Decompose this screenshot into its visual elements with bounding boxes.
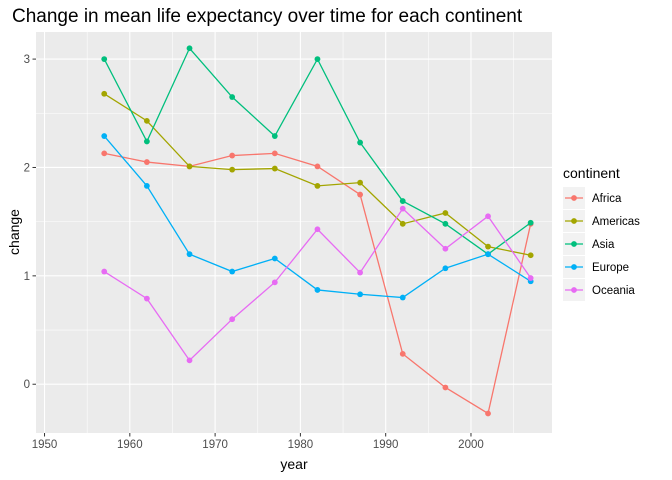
data-point-americas xyxy=(143,117,150,124)
legend-item-oceania: Oceania xyxy=(563,279,635,301)
series-layer xyxy=(101,45,534,417)
data-point-asia xyxy=(314,56,321,62)
data-point-oceania xyxy=(527,275,534,281)
legend-item-europe: Europe xyxy=(563,256,629,278)
data-point-americas xyxy=(357,179,363,186)
data-point-europe xyxy=(399,294,406,301)
data-point-asia xyxy=(186,45,193,52)
y-axis-title: change xyxy=(6,209,22,255)
data-point-oceania xyxy=(143,295,150,302)
data-point-asia xyxy=(399,198,406,204)
data-point-europe xyxy=(101,133,108,139)
data-point-africa xyxy=(485,410,491,417)
data-point-asia xyxy=(271,133,278,139)
data-point-asia xyxy=(357,139,363,146)
data-point-africa xyxy=(101,150,108,157)
data-point-europe xyxy=(357,291,363,298)
y-axis-ticks: 0 1 2 3 xyxy=(24,54,36,391)
data-point-americas xyxy=(442,210,449,216)
series-oceania xyxy=(101,205,534,364)
data-point-asia xyxy=(101,56,108,62)
legend-item-asia: Asia xyxy=(563,233,615,255)
legend-item-africa: Africa xyxy=(563,187,622,209)
data-point-americas xyxy=(186,163,193,170)
legend: continent Africa Americas Asia Europe Oceani… xyxy=(563,165,640,301)
legend-label-africa: Africa xyxy=(592,193,622,205)
data-point-europe xyxy=(485,251,491,258)
data-point-africa xyxy=(357,191,363,198)
data-point-americas xyxy=(527,252,534,259)
legend-label-americas: Americas xyxy=(592,216,640,228)
data-point-oceania xyxy=(271,279,278,286)
legend-key-point-europe xyxy=(571,264,577,270)
legend-label-asia: Asia xyxy=(592,239,615,251)
data-point-europe xyxy=(229,268,236,275)
legend-key-point-africa xyxy=(571,195,577,201)
legend-item-americas: Americas xyxy=(563,210,640,232)
legend-key-point-asia xyxy=(571,241,577,247)
series-americas xyxy=(101,90,534,259)
x-axis-ticks: 1950 1960 1970 1980 1990 2000 xyxy=(32,433,484,451)
data-point-americas xyxy=(271,165,278,172)
x-tick-label: 1990 xyxy=(373,439,399,451)
data-point-africa xyxy=(229,152,236,159)
y-tick-label: 3 xyxy=(24,54,30,66)
x-tick-label: 1950 xyxy=(32,439,58,451)
major-gridlines xyxy=(36,32,552,433)
series-europe xyxy=(101,133,534,301)
y-tick-label: 2 xyxy=(24,162,30,174)
data-point-europe xyxy=(143,182,150,189)
legend-title: continent xyxy=(563,165,620,181)
data-point-europe xyxy=(271,255,278,262)
y-tick-label: 0 xyxy=(24,379,30,391)
data-point-oceania xyxy=(485,213,491,220)
data-point-africa xyxy=(143,159,150,165)
data-point-americas xyxy=(485,243,491,250)
plot-panel xyxy=(36,32,552,433)
legend-label-europe: Europe xyxy=(592,262,629,274)
data-point-asia xyxy=(527,219,534,226)
data-point-oceania xyxy=(442,245,449,252)
x-axis-title: year xyxy=(280,456,308,472)
legend-key-point-americas xyxy=(571,218,577,224)
legend-key-point-oceania xyxy=(571,287,577,293)
legend-label-oceania: Oceania xyxy=(592,285,635,297)
data-point-europe xyxy=(314,287,321,293)
data-point-oceania xyxy=(229,316,236,323)
data-point-oceania xyxy=(101,268,108,275)
x-tick-label: 1970 xyxy=(202,439,228,451)
data-point-africa xyxy=(442,384,449,391)
data-point-africa xyxy=(314,163,321,170)
data-point-americas xyxy=(229,166,236,173)
data-point-asia xyxy=(229,94,236,100)
data-point-africa xyxy=(271,150,278,157)
x-tick-label: 1980 xyxy=(288,439,314,451)
x-tick-label: 1960 xyxy=(117,439,143,451)
data-point-europe xyxy=(186,251,193,258)
data-point-americas xyxy=(101,90,108,97)
data-point-oceania xyxy=(399,205,406,212)
data-point-oceania xyxy=(314,226,321,233)
x-tick-label: 2000 xyxy=(458,439,484,451)
chart-title: Change in mean life expectancy over time… xyxy=(12,6,523,27)
data-point-americas xyxy=(399,220,406,227)
data-point-africa xyxy=(399,350,406,357)
data-point-oceania xyxy=(186,357,193,364)
data-point-europe xyxy=(442,265,449,272)
y-tick-label: 1 xyxy=(24,271,30,283)
data-point-oceania xyxy=(357,269,363,276)
legend-items: Africa Americas Asia Europe Oceania xyxy=(563,187,640,301)
data-point-asia xyxy=(442,220,449,227)
data-point-asia xyxy=(143,138,150,145)
data-point-americas xyxy=(314,182,321,189)
